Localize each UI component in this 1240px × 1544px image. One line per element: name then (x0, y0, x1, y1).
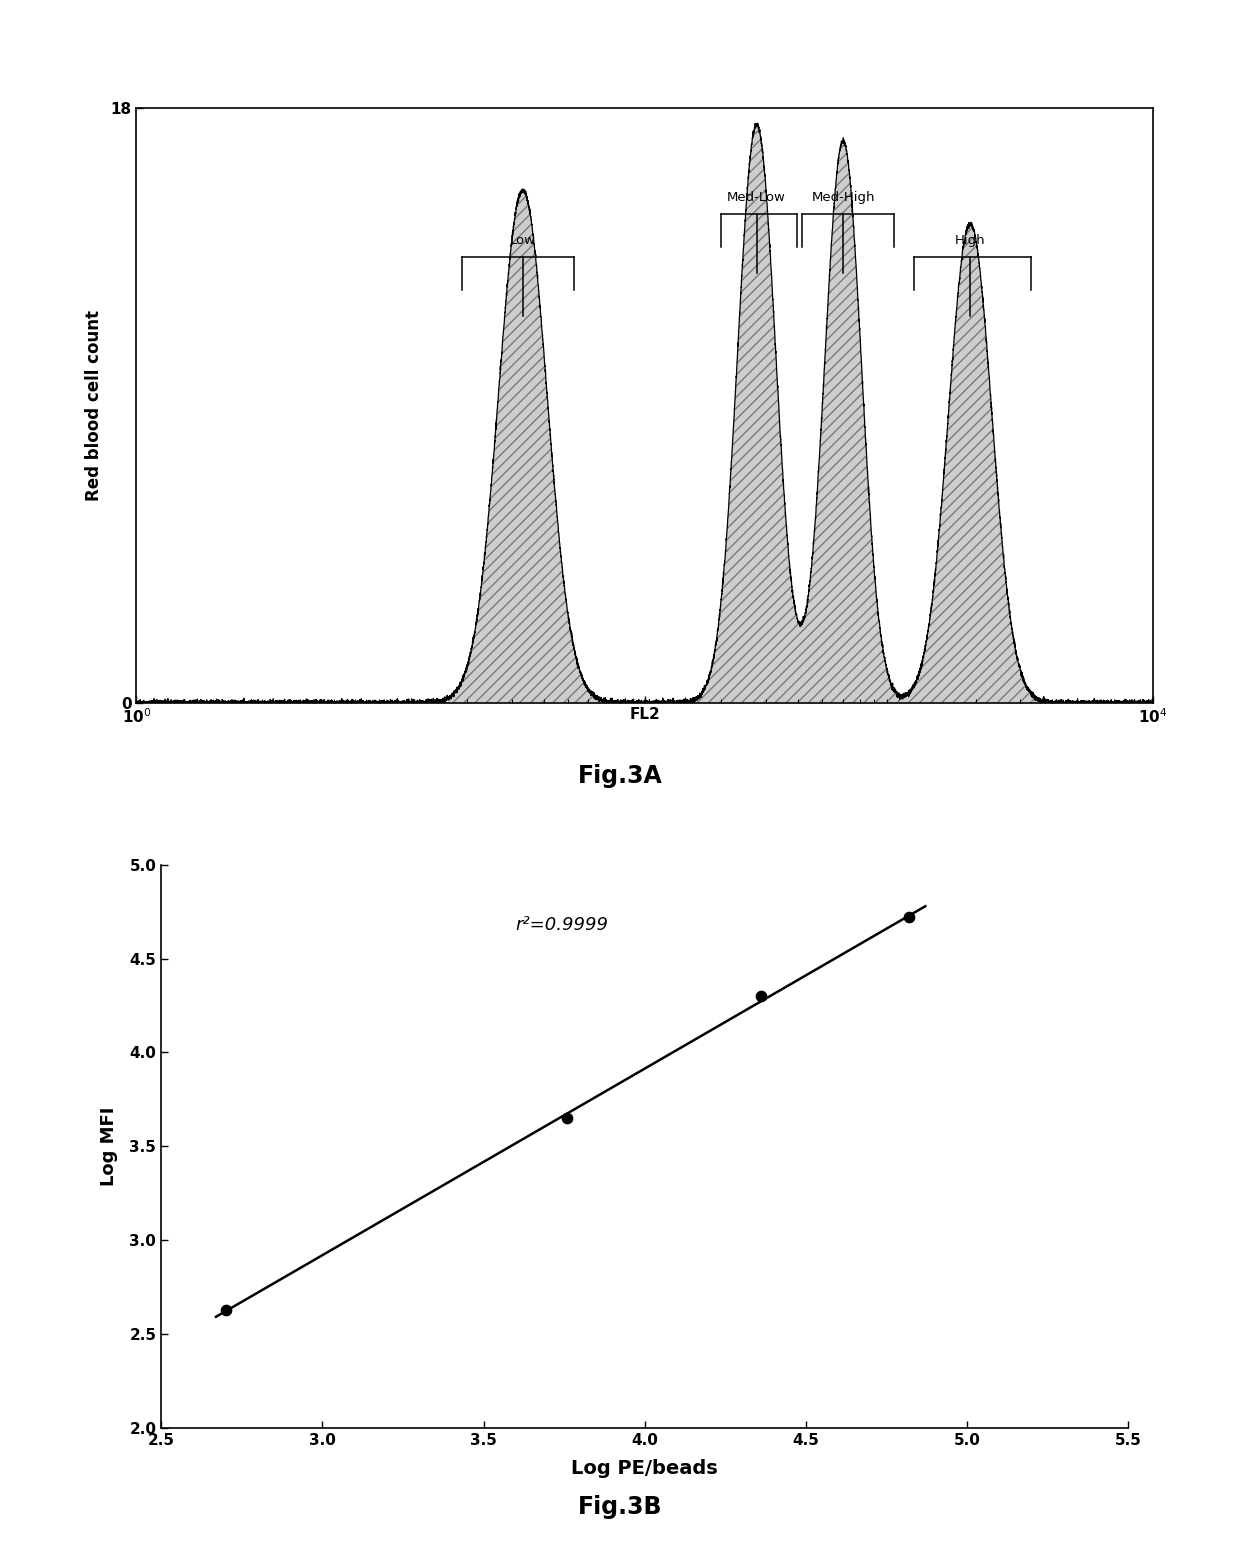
Point (216, 1297, 236, 1322)
Text: r²=0.9999: r²=0.9999 (516, 916, 609, 934)
Point (751, 984, 771, 1008)
Text: Low: Low (510, 233, 536, 247)
Text: Fig.3B: Fig.3B (578, 1495, 662, 1519)
Y-axis label: Red blood cell count: Red blood cell count (86, 310, 103, 500)
Point (899, 905, 919, 929)
Point (558, 1106, 578, 1130)
Text: Med-Low: Med-Low (727, 191, 786, 204)
Y-axis label: Log MFI: Log MFI (100, 1107, 118, 1186)
Text: Med-High: Med-High (811, 191, 875, 204)
Text: Fig.3A: Fig.3A (578, 764, 662, 789)
Text: High: High (955, 233, 986, 247)
X-axis label: Log PE/beads: Log PE/beads (572, 1459, 718, 1478)
